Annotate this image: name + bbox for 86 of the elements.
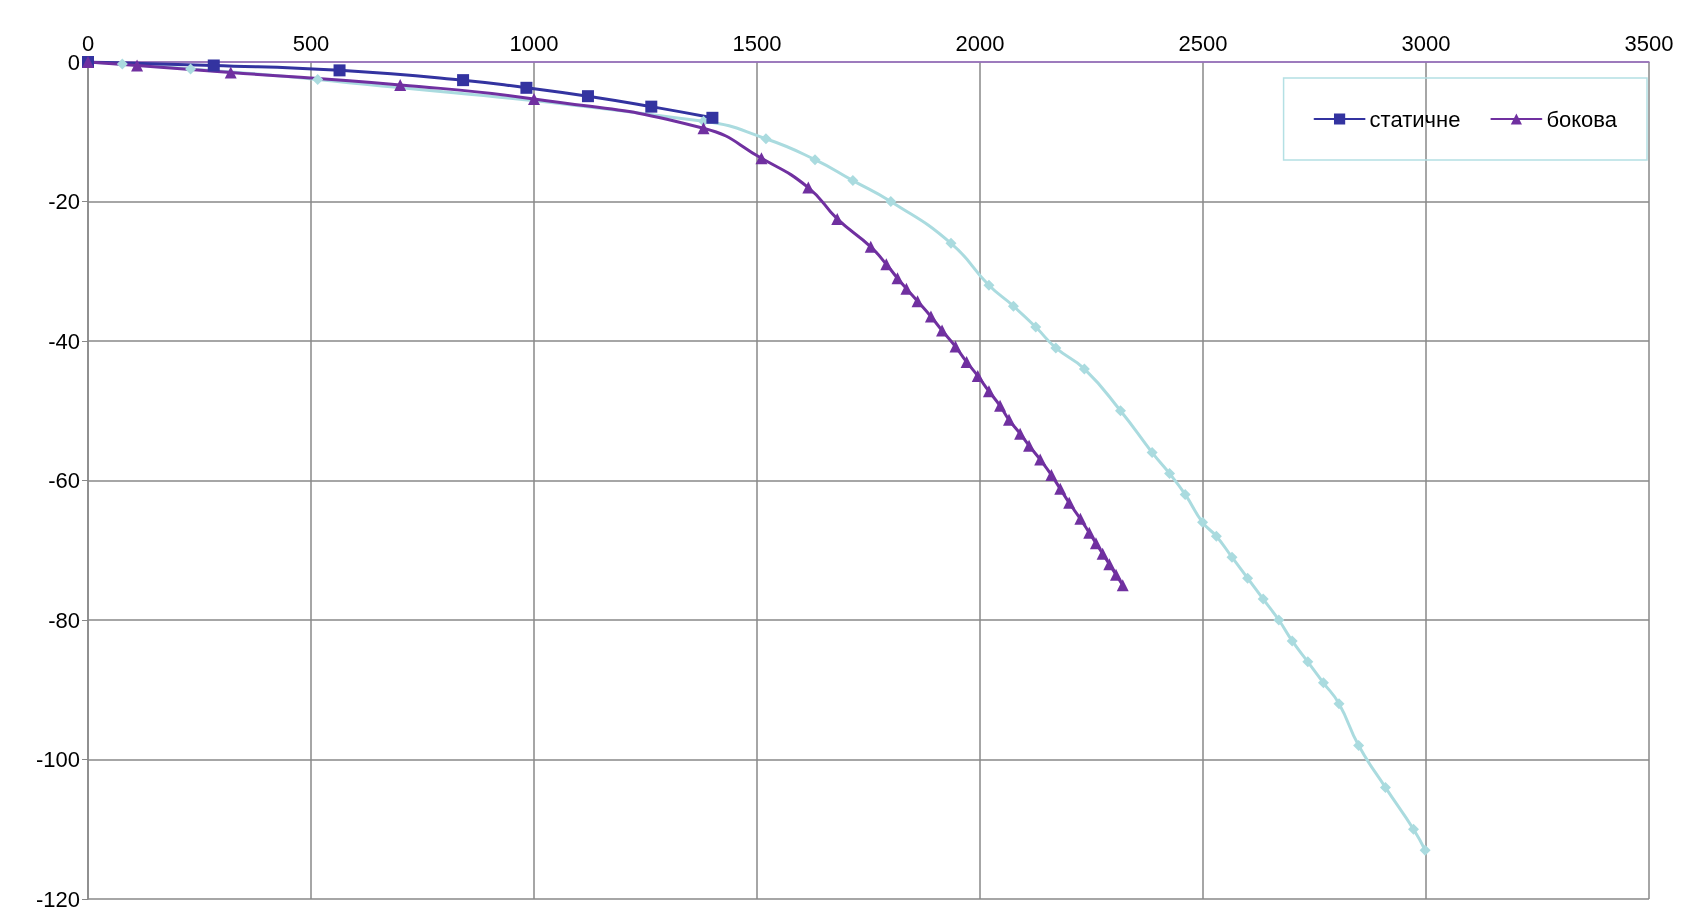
point	[1002, 413, 1015, 426]
point	[983, 279, 995, 291]
point	[880, 258, 893, 271]
point	[1083, 526, 1096, 539]
x-tick-label: 1500	[732, 30, 782, 56]
point	[1257, 593, 1269, 605]
point	[1273, 614, 1285, 626]
point	[706, 111, 719, 124]
point	[1179, 488, 1191, 500]
point	[520, 81, 533, 94]
point	[994, 399, 1007, 412]
point	[1408, 823, 1420, 835]
point	[131, 59, 144, 72]
point	[116, 58, 128, 70]
point	[1023, 439, 1036, 452]
point	[224, 66, 237, 79]
point	[312, 73, 324, 85]
point	[1379, 781, 1391, 793]
x-tick-label: 3000	[1401, 30, 1451, 56]
point	[982, 385, 995, 398]
point	[755, 152, 768, 165]
legend-label: статичне	[1369, 106, 1461, 132]
point	[1210, 530, 1222, 542]
point	[924, 310, 937, 323]
point	[1317, 677, 1329, 689]
point	[945, 237, 957, 249]
point	[1030, 321, 1042, 333]
point	[1302, 656, 1314, 668]
point	[1419, 844, 1431, 856]
point	[1045, 468, 1058, 481]
point	[185, 63, 197, 75]
point	[1014, 427, 1027, 440]
y-tick-label: -60	[48, 468, 80, 493]
point	[885, 196, 897, 207]
point	[1226, 551, 1238, 563]
point	[645, 100, 658, 113]
x-tick-label: 2500	[1178, 30, 1228, 56]
point	[1110, 568, 1123, 581]
point	[1078, 363, 1090, 375]
x-tick-label: 3500	[1624, 30, 1674, 56]
point	[697, 122, 710, 135]
x-tick-label: 1000	[509, 30, 559, 56]
y-tick-label: -20	[48, 189, 80, 214]
point	[333, 64, 346, 77]
point	[960, 355, 973, 368]
point	[1063, 496, 1076, 509]
point	[394, 79, 407, 92]
point	[1050, 342, 1062, 354]
point	[891, 272, 904, 285]
point	[1286, 635, 1298, 647]
point	[847, 175, 859, 187]
point	[911, 295, 924, 308]
x-tick-label: 2000	[955, 30, 1005, 56]
y-tick-label: -100	[35, 747, 80, 772]
point	[457, 74, 470, 87]
point	[207, 59, 220, 72]
y-tick-label: -40	[48, 328, 80, 354]
y-tick-label: 0	[67, 49, 80, 75]
point	[1242, 572, 1254, 584]
x-tick-label: 500	[292, 30, 330, 56]
legend-label: бокова	[1546, 106, 1618, 132]
y-tick-label: -80	[48, 607, 80, 633]
point	[900, 282, 913, 295]
point	[760, 133, 772, 145]
y-tick-label: -120	[35, 886, 80, 912]
point	[1116, 579, 1129, 592]
point	[1074, 512, 1087, 525]
point	[1353, 740, 1365, 752]
point	[864, 240, 877, 253]
point	[1103, 558, 1116, 571]
point	[1054, 482, 1067, 495]
point	[1164, 468, 1176, 480]
point	[1096, 547, 1109, 560]
point	[809, 154, 821, 166]
point	[1114, 405, 1126, 417]
point	[1034, 453, 1047, 466]
point	[1089, 537, 1102, 550]
point	[1333, 698, 1345, 710]
point	[971, 369, 984, 382]
point	[528, 92, 540, 105]
point	[1007, 300, 1019, 312]
point	[581, 90, 594, 103]
point	[936, 324, 949, 337]
point	[1146, 447, 1158, 459]
point	[949, 340, 962, 353]
point	[1197, 516, 1209, 528]
